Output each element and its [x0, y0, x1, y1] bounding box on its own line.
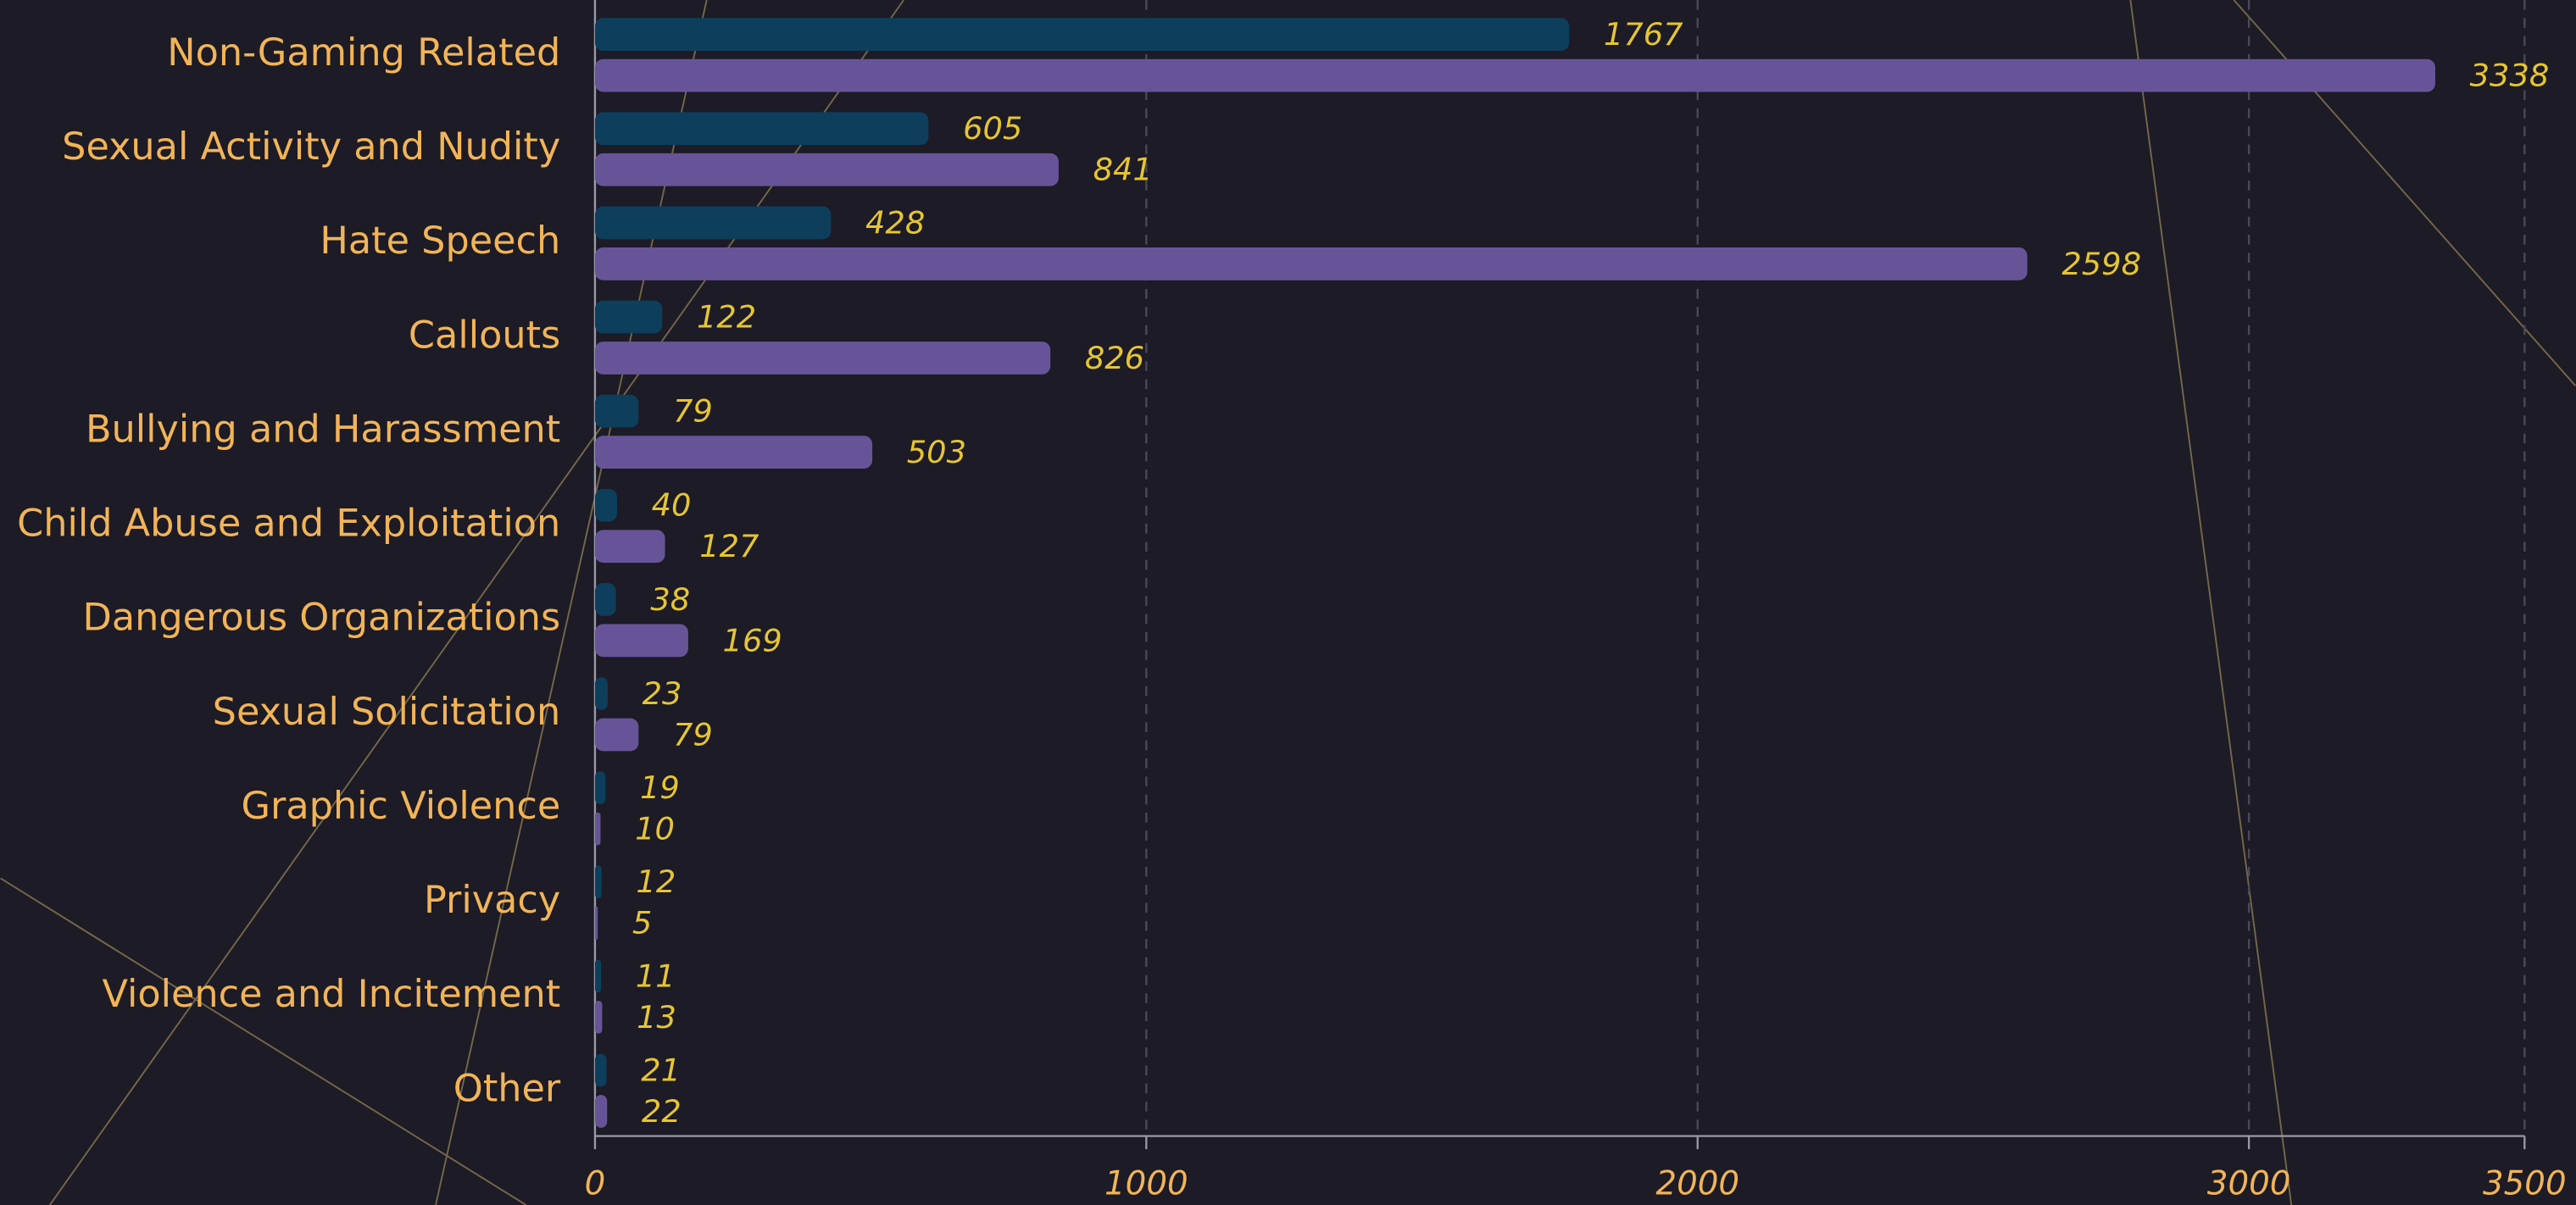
y-tick-label: Sexual Solicitation [213, 690, 561, 734]
value-label: 127 [699, 528, 759, 564]
value-label: 19 [640, 769, 680, 806]
bar [594, 488, 617, 522]
bar [594, 1000, 603, 1034]
value-label: 605 [963, 110, 1022, 147]
value-label: 1767 [1604, 16, 1683, 53]
value-label: 428 [865, 204, 925, 241]
y-tick-label: Privacy [424, 878, 560, 922]
bar [594, 624, 688, 658]
bar [594, 677, 608, 710]
bar [594, 959, 602, 993]
x-tick-label: 0 [585, 1164, 606, 1202]
value-label: 169 [723, 622, 782, 658]
value-label: 38 [650, 581, 690, 618]
value-label: 21 [641, 1052, 681, 1088]
bar [594, 1095, 608, 1128]
value-label: 503 [907, 434, 966, 470]
bar [594, 112, 929, 146]
bar [594, 771, 606, 805]
x-tick-label: 3000 [2207, 1164, 2291, 1202]
y-tick-label: Callouts [409, 313, 560, 357]
value-label: 22 [642, 1093, 682, 1130]
value-label: 11 [636, 958, 676, 994]
bar [594, 247, 2028, 280]
value-label: 10 [635, 811, 675, 847]
x-tick-label: 3500 [2483, 1164, 2567, 1202]
value-label: 826 [1085, 340, 1144, 376]
bar [594, 865, 602, 899]
bar [594, 718, 639, 752]
value-label: 79 [673, 393, 713, 430]
bar [594, 530, 665, 564]
y-tick-label: Child Abuse and Exploitation [17, 502, 560, 546]
value-label: 5 [632, 905, 652, 941]
value-label: 122 [697, 298, 756, 335]
bar [594, 18, 1570, 52]
value-label: 12 [636, 863, 676, 900]
bar [594, 206, 832, 240]
value-label: 40 [652, 487, 692, 524]
bar [594, 583, 616, 616]
y-tick-label: Bullying and Harassment [86, 407, 560, 451]
bar [594, 436, 873, 469]
x-tick-label: 1000 [1104, 1164, 1188, 1202]
bar [594, 1053, 607, 1087]
bar [594, 153, 1059, 186]
bar [594, 812, 601, 846]
value-label: 13 [637, 999, 676, 1036]
y-tick-label: Violence and Incitement [102, 972, 560, 1016]
bar [594, 58, 2435, 92]
y-tick-label: Other [453, 1066, 561, 1110]
x-tick-label: 2000 [1655, 1164, 1739, 1202]
value-label: 841 [1093, 152, 1153, 188]
y-tick-label: Sexual Activity and Nudity [62, 125, 560, 169]
value-label: 3338 [2470, 58, 2550, 94]
y-tick-label: Non-Gaming Related [167, 31, 560, 75]
y-tick-label: Dangerous Organizations [83, 596, 561, 640]
value-label: 79 [673, 716, 713, 752]
bar [594, 300, 663, 334]
bar [594, 394, 639, 428]
value-label: 23 [643, 675, 682, 712]
y-tick-label: Hate Speech [320, 219, 560, 263]
value-label: 2598 [2061, 246, 2141, 282]
bar [594, 342, 1051, 375]
bar [594, 906, 598, 940]
y-tick-label: Graphic Violence [242, 784, 561, 828]
